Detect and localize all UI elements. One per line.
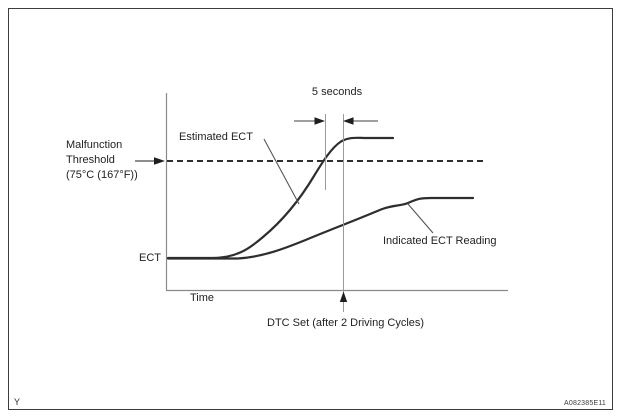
malfunction-threshold-line2: Threshold (66, 154, 115, 166)
five-seconds-label: 5 seconds (311, 86, 363, 98)
figure-code: A082385E11 (564, 400, 606, 407)
malfunction-threshold-line1: Malfunction (66, 139, 123, 151)
indicated-ect-label: Indicated ECT Reading (383, 235, 497, 247)
dtc-set-label: DTC Set (after 2 Driving Cycles) (267, 317, 425, 329)
page-marker: Y (14, 397, 21, 407)
time-axis-label: Time (190, 292, 215, 304)
five-seconds-arrow-left-head-icon (314, 117, 325, 125)
estimated-label-pointer (263, 138, 300, 205)
indicated-label-pointer (407, 203, 434, 234)
five-seconds-arrow-right-head-icon (343, 117, 354, 125)
estimated-ect-curve (166, 136, 395, 260)
malfunction-threshold-label: Malfunction Threshold (75°C (167°F)) (66, 138, 138, 183)
dtc-arrow-head-icon (339, 291, 348, 302)
ect-axis-label: ECT (139, 252, 161, 264)
estimated-ect-label: Estimated ECT (179, 131, 253, 143)
threshold-arrow-head-icon (154, 157, 165, 165)
malfunction-threshold-line3: (75°C (167°F)) (66, 169, 138, 181)
indicated-ect-curve (166, 196, 475, 260)
figure-border (8, 8, 613, 410)
